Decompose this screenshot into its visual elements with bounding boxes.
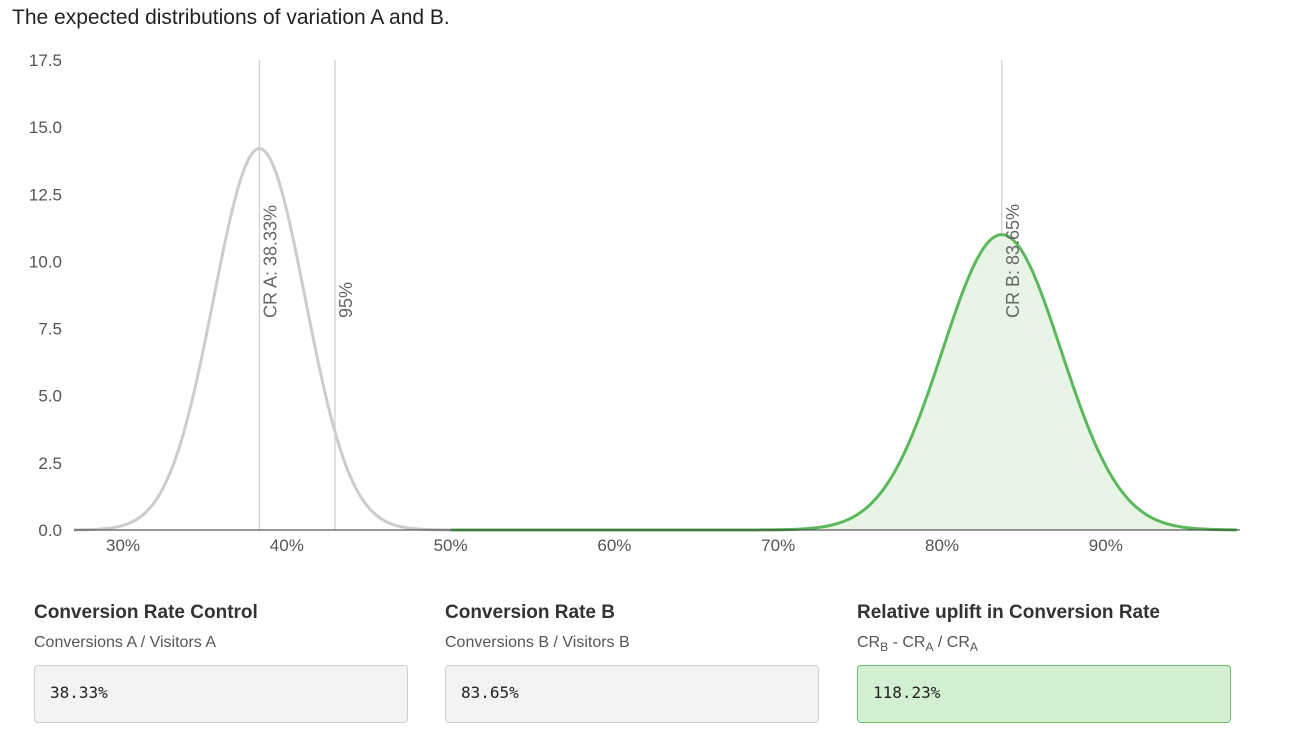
reference-line-label: CR A: 38.33% (260, 205, 280, 318)
metric-title: Conversion Rate Control (34, 602, 258, 623)
formula-subscript: A (925, 640, 934, 654)
formula-part: / CR (933, 634, 970, 651)
x-tick-label: 70% (761, 536, 795, 555)
metric-formula: Conversions B / Visitors B (445, 634, 630, 651)
y-tick-label: 7.5 (38, 320, 62, 339)
formula-subscript: A (969, 640, 978, 654)
metric-formula: CRB - CRA / CRA (857, 634, 1231, 654)
x-tick-label: 80% (925, 536, 959, 555)
metric-conversion-rate-b: Conversion Rate B Conversions B / Visito… (445, 602, 819, 723)
distribution-area-1 (450, 234, 1237, 530)
distribution-curve-0 (73, 147, 451, 532)
x-tick-label: 50% (434, 536, 468, 555)
y-tick-label: 5.0 (38, 387, 62, 406)
y-tick-label: 15.0 (29, 118, 62, 137)
x-tick-label: 60% (597, 536, 631, 555)
reference-line-label: CR B: 83.65% (1003, 204, 1023, 318)
formula-part: CR (857, 634, 881, 651)
conversion-rate-b-value[interactable]: 83.65% (445, 665, 819, 723)
chart-title: The expected distributions of variation … (12, 6, 450, 29)
x-tick-label: 30% (106, 536, 140, 555)
distribution-curve-1 (450, 233, 1237, 532)
formula-part: - CR (888, 634, 926, 651)
y-tick-label: 17.5 (29, 51, 62, 70)
reference-line-label: 95% (336, 282, 356, 318)
x-tick-label: 90% (1089, 536, 1123, 555)
distribution-chart: 0.0 2.5 5.0 7.5 10.0 12.5 15.0 17.5 30% 40% 50% 60%… (29, 51, 1240, 555)
metric-title: Relative uplift in Conversion Rate (857, 602, 1160, 623)
metric-title: Conversion Rate B (445, 602, 615, 623)
metric-conversion-rate-control: Conversion Rate Control Conversions A / … (34, 602, 408, 723)
metric-relative-uplift: Relative uplift in Conversion Rate CRB -… (857, 602, 1231, 723)
conversion-rate-control-value[interactable]: 38.33% (34, 665, 408, 723)
y-tick-label: 10.0 (29, 252, 62, 271)
x-tick-label: 40% (270, 536, 304, 555)
y-tick-label: 12.5 (29, 185, 62, 204)
relative-uplift-value[interactable]: 118.23% (857, 665, 1231, 723)
formula-subscript: B (880, 640, 889, 654)
y-tick-label: 0.0 (38, 521, 62, 540)
y-tick-label: 2.5 (38, 454, 62, 473)
metric-formula: Conversions A / Visitors A (34, 634, 217, 651)
